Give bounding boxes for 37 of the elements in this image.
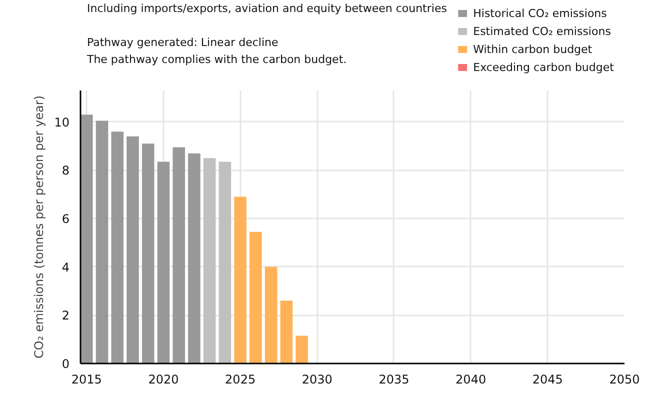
x-tick-label: 2040: [456, 372, 486, 386]
bar: [126, 136, 139, 364]
chart-title: Including imports/exports, aviation and equity between countries: [86, 2, 448, 15]
x-tick-label: 2045: [532, 372, 563, 386]
legend-label: Estimated CO₂ emissions: [473, 25, 612, 38]
x-tick-label: 2035: [378, 372, 410, 386]
bar: [203, 158, 216, 364]
bar: [296, 336, 308, 364]
bar: [80, 114, 93, 364]
x-tick-label: 2050: [609, 372, 640, 386]
bar: [250, 232, 262, 364]
bar: [157, 162, 170, 364]
bar: [264, 266, 278, 364]
x-tick-label: 2020: [148, 372, 179, 386]
bar: [188, 153, 200, 364]
y-tick-label: 0: [62, 357, 70, 371]
bar: [218, 162, 232, 364]
x-tick-label: 2015: [71, 372, 102, 386]
legend-label: Exceeding carbon budget: [473, 61, 615, 74]
y-axis-title: CO₂ emissions (tonnes per person per year): [32, 95, 46, 358]
bar: [234, 196, 246, 364]
legend-label: Historical CO₂ emissions: [473, 7, 608, 20]
text: Pathway generated: Linear decline: [86, 36, 278, 49]
bar: [172, 147, 185, 364]
bar: [142, 144, 154, 364]
bar: [111, 132, 124, 364]
bar: [96, 120, 108, 364]
legend-label: Within carbon budget: [473, 43, 593, 56]
text: The pathway complies with the carbon budget.: [86, 53, 347, 66]
y-tick-label: 6: [62, 212, 70, 226]
x-tick-label: 2030: [302, 372, 332, 386]
x-tick-label: 2025: [225, 372, 256, 386]
bar: [280, 300, 293, 364]
y-tick-label: 4: [62, 260, 70, 274]
y-tick-label: 10: [54, 115, 70, 130]
y-tick-label: 8: [62, 164, 70, 178]
y-tick-label: 2: [62, 308, 70, 323]
